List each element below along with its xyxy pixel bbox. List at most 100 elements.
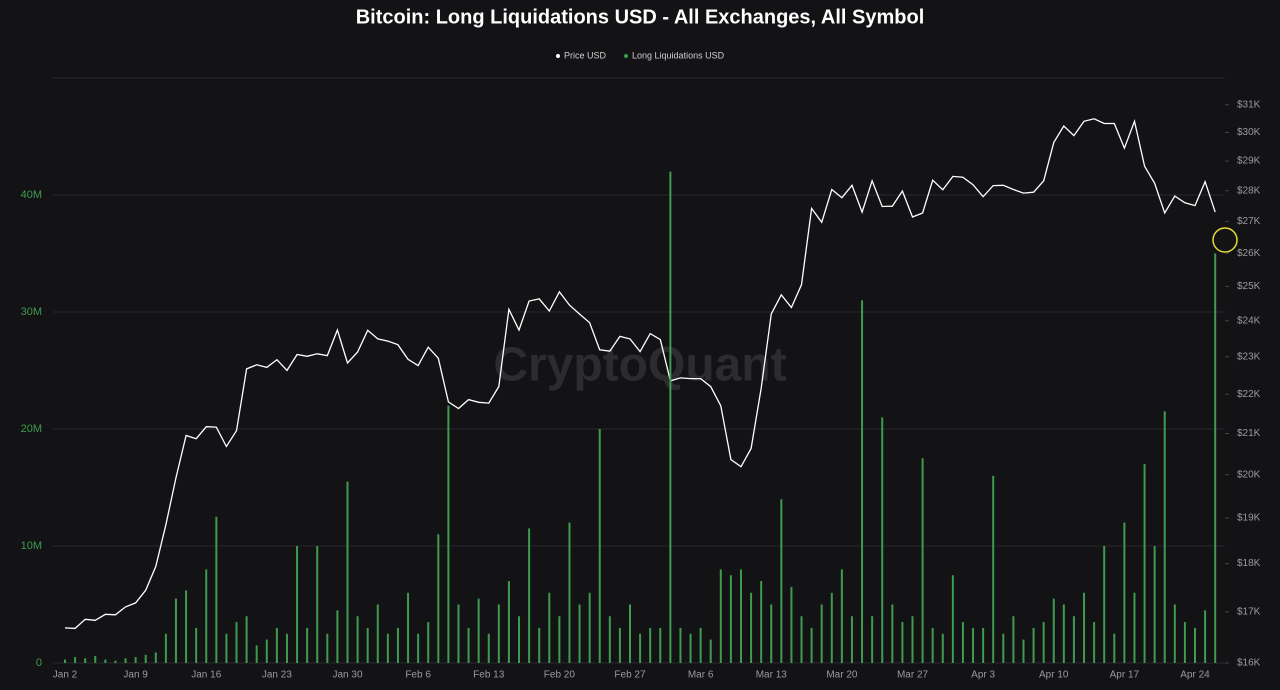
x-tick-label: Feb 13 xyxy=(473,670,505,681)
liquidation-bar xyxy=(871,616,874,663)
liquidation-bar xyxy=(1163,411,1166,663)
liquidation-bar xyxy=(548,592,551,663)
liquidation-bar xyxy=(185,590,188,663)
liquidation-bar xyxy=(568,522,571,663)
liquidation-bar xyxy=(215,516,218,663)
chart-title: Bitcoin: Long Liquidations USD - All Exc… xyxy=(356,6,925,28)
liquidation-bar xyxy=(104,659,107,663)
liquidation-bar xyxy=(84,658,87,663)
liquidation-bar xyxy=(225,633,228,663)
liquidation-bar xyxy=(699,627,702,663)
liquidation-bar xyxy=(326,633,329,663)
liquidation-bar xyxy=(901,622,904,663)
x-tick-label: Apr 17 xyxy=(1110,670,1140,681)
liquidation-bar xyxy=(618,627,621,663)
liquidation-bar xyxy=(639,633,642,663)
y2-tick-label: $29K xyxy=(1237,156,1261,167)
liquidation-bar xyxy=(195,627,198,663)
y2-tick-label: $31K xyxy=(1237,99,1261,110)
liquidation-bar xyxy=(881,417,884,663)
liquidation-bar xyxy=(598,429,601,663)
liquidation-bar xyxy=(245,616,248,663)
liquidation-bar xyxy=(346,481,349,663)
liquidation-bar xyxy=(850,616,853,663)
liquidation-bar xyxy=(144,654,147,663)
liquidation-bar xyxy=(1113,633,1116,663)
price-line xyxy=(64,118,1216,630)
liquidation-bar xyxy=(921,458,924,663)
liquidation-bar xyxy=(669,171,672,663)
liquidation-bar xyxy=(457,604,460,663)
legend-dot xyxy=(624,54,629,58)
x-tick-label: Feb 27 xyxy=(614,670,646,681)
liquidation-bar xyxy=(1214,253,1217,663)
liquidation-bar xyxy=(558,616,561,663)
y-tick-label: 0 xyxy=(36,657,42,669)
liquidation-bar xyxy=(134,657,137,663)
liquidation-bar xyxy=(417,633,420,663)
y2-tick-label: $21K xyxy=(1237,428,1261,439)
liquidation-bar xyxy=(336,610,339,663)
y2-tick-label: $22K xyxy=(1237,389,1261,400)
liquidation-bar xyxy=(154,652,157,663)
liquidation-bar xyxy=(275,627,278,663)
watermark: CryptoQuant xyxy=(493,339,786,392)
y-tick-label: 20M xyxy=(21,423,42,435)
y2-tick-label: $18K xyxy=(1237,558,1261,569)
liquidation-bar xyxy=(518,616,521,663)
liquidation-bar xyxy=(992,475,995,663)
liquidation-bar xyxy=(1022,639,1025,663)
liquidation-bar xyxy=(1032,627,1035,663)
liquidation-bar xyxy=(790,586,793,663)
liquidation-bar xyxy=(1143,464,1146,663)
x-tick-label: Jan 9 xyxy=(123,670,148,681)
y2-tick-label: $17K xyxy=(1237,606,1261,617)
liquidation-bar xyxy=(114,660,117,663)
liquidation-bar xyxy=(174,598,177,663)
liquidation-bar xyxy=(689,633,692,663)
y2-tick-label: $24K xyxy=(1237,315,1261,326)
liquidation-bar xyxy=(528,528,531,663)
highlight-circle xyxy=(1212,227,1238,253)
liquidation-bar xyxy=(1072,616,1075,663)
liquidation-bar xyxy=(659,627,662,663)
liquidation-bar xyxy=(840,569,843,663)
liquidation-bar xyxy=(830,592,833,663)
legend-label: Long Liquidations USD xyxy=(632,50,725,60)
y2-tick-label: $27K xyxy=(1237,216,1261,227)
liquidation-bar xyxy=(1153,546,1156,663)
liquidation-bar xyxy=(861,300,864,663)
liquidation-bar xyxy=(538,627,541,663)
y-tick-label: 40M xyxy=(21,189,42,201)
x-tick-label: Mar 27 xyxy=(897,670,929,681)
liquidation-bar xyxy=(164,633,167,663)
y-tick-label: 10M xyxy=(21,540,42,552)
liquidation-bar xyxy=(1183,622,1186,663)
liquidation-bar xyxy=(507,581,510,663)
x-tick-label: Jan 16 xyxy=(191,670,221,681)
liquidation-bar xyxy=(437,534,440,663)
liquidation-bar xyxy=(1103,546,1106,663)
liquidation-bar xyxy=(941,633,944,663)
liquidation-bar xyxy=(94,655,97,663)
y2-tick-label: $28K xyxy=(1237,185,1261,196)
liquidation-bar xyxy=(911,616,914,663)
x-tick-label: Mar 6 xyxy=(688,670,714,681)
liquidation-bar xyxy=(972,627,975,663)
y2-tick-label: $20K xyxy=(1237,469,1261,480)
y2-tick-label: $23K xyxy=(1237,351,1261,362)
liquidation-bar xyxy=(74,657,77,663)
y2-tick-label: $30K xyxy=(1237,127,1261,138)
liquidation-bar xyxy=(951,575,954,663)
liquidation-bar xyxy=(366,627,369,663)
liquidation-bar xyxy=(780,499,783,663)
y2-tick-label: $26K xyxy=(1237,248,1261,259)
liquidation-bar xyxy=(760,581,763,663)
y-tick-label: 30M xyxy=(21,306,42,318)
liquidation-bar xyxy=(729,575,732,663)
liquidation-bar xyxy=(931,627,934,663)
liquidation-bar xyxy=(316,546,319,663)
liquidation-bar xyxy=(386,633,389,663)
